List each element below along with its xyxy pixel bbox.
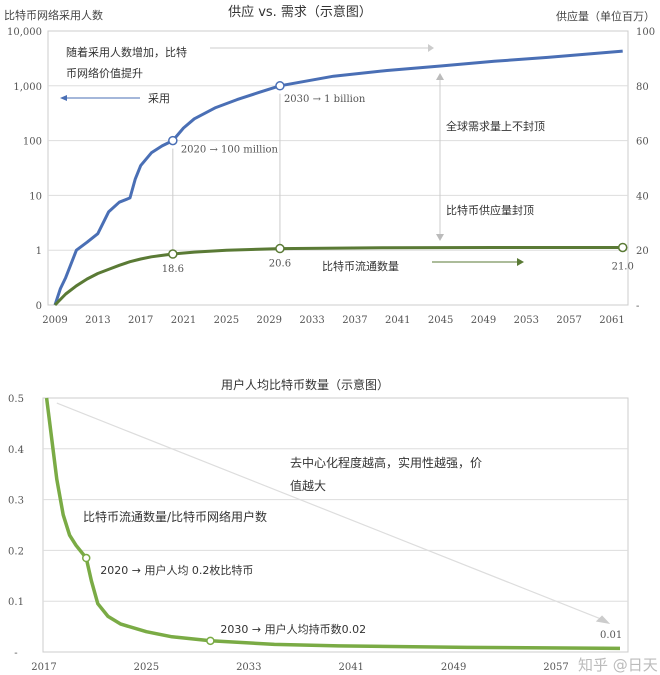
x-tick: 2041 (338, 662, 363, 673)
arrowhead (60, 95, 67, 101)
plot-frame (47, 30, 629, 306)
x-tick: 2057 (543, 662, 568, 673)
data-marker (168, 249, 178, 259)
x-tick: 2013 (85, 315, 110, 326)
x-tick: 2009 (42, 315, 67, 326)
marker-label: 18.6 (162, 264, 184, 275)
y-right-tick: 20 (636, 246, 649, 257)
y-right-tick: 40 (636, 191, 649, 202)
y-tick: 0.1 (8, 597, 24, 608)
chart-per-user-bitcoin: 用户人均比特币数量（示意图） - 0.1 0.2 0.3 0.4 0.5 2017 2025 2… (8, 377, 658, 674)
x-tick: 2033 (236, 662, 261, 673)
x-tick: 2053 (514, 315, 539, 326)
chart2-title: 用户人均比特币数量（示意图） (221, 377, 389, 392)
annotation-circulation: 比特币流通数量 (322, 259, 399, 273)
arrowhead (595, 615, 611, 625)
series-line-1 (53, 246, 623, 307)
plot-frame-2 (42, 397, 629, 653)
annotation-value_rise: 随着采用人数增加，比特 (66, 45, 187, 59)
y-left-tick: 1 (36, 246, 42, 257)
trend-arrow (56, 402, 602, 620)
annotation-value_rise2: 币网络价值提升 (66, 66, 143, 80)
x-tick: 2037 (342, 315, 367, 326)
annotation-trend2: 值越大 (290, 478, 326, 493)
marker-label: 21.0 (612, 261, 634, 272)
x-tick: 2045 (428, 315, 453, 326)
x-tick: 2049 (471, 315, 496, 326)
y-left-tick: 10,000 (7, 27, 42, 38)
x-tick: 2041 (385, 315, 410, 326)
marker-label: 20.6 (269, 259, 291, 270)
y-tick: 0.5 (8, 394, 24, 405)
y-tick: - (14, 648, 17, 659)
data-marker (81, 553, 91, 563)
data-marker (275, 81, 285, 91)
marker-label: 2030 → 用户人均持币数0.02 (220, 622, 366, 636)
x-tick: 2025 (214, 315, 239, 326)
chart-supply-vs-demand: 供应 vs. 需求（示意图） 比特币网络采用人数 供应量（单位百万） 0 - 1 20… (4, 4, 655, 326)
annotation-series_label: 比特币流通数量/比特币网络用户数 (83, 509, 267, 524)
x-tick: 2029 (257, 315, 282, 326)
marker-label: 2030 → 1 billion (284, 94, 366, 105)
x-tick: 2017 (128, 315, 153, 326)
series-line (44, 397, 621, 651)
y-right-tick: 60 (636, 137, 649, 148)
watermark: 知乎 @日天 (578, 656, 658, 674)
end-value-label: 0.01 (600, 630, 622, 641)
y-tick: 0.3 (8, 496, 24, 507)
y-left-tick: 10 (29, 191, 42, 202)
x-tick: 2049 (441, 662, 466, 673)
y-left-tick: 0 (36, 301, 42, 312)
data-marker (206, 636, 215, 646)
arrowhead (428, 44, 434, 52)
arrowhead-down (436, 234, 444, 241)
y-tick: 0.4 (8, 445, 24, 456)
x-tick: 2017 (31, 662, 56, 673)
annotation-adoption: 采用 (148, 92, 170, 105)
left-axis-label: 比特币网络采用人数 (4, 8, 103, 22)
annotation-demand: 全球需求量上不封顶 (446, 119, 545, 133)
x-tick: 2033 (299, 315, 324, 326)
annotation-trend: 去中心化程度越高，实用性越强，价 (290, 455, 482, 470)
marker-label: 2020 → 100 million (181, 145, 279, 156)
series-line-0 (53, 49, 623, 306)
x-tick: 2025 (134, 662, 159, 673)
right-axis-label: 供应量（单位百万） (556, 9, 655, 23)
y-tick: 0.2 (8, 546, 24, 557)
x-tick: 2021 (171, 315, 196, 326)
x-tick: 2061 (599, 315, 624, 326)
arrowhead-up (436, 73, 444, 80)
y-left-tick: 100 (23, 137, 42, 148)
chart1-title: 供应 vs. 需求（示意图） (228, 4, 372, 20)
y-right-tick: - (636, 301, 639, 312)
annotation-supply: 比特币供应量封顶 (446, 203, 534, 217)
y-right-tick: 100 (636, 27, 655, 38)
x-tick: 2057 (556, 315, 581, 326)
arrowhead (517, 258, 524, 266)
y-left-tick: 1,000 (13, 82, 42, 93)
data-marker (275, 243, 285, 254)
data-marker (168, 135, 178, 146)
y-right-tick: 80 (636, 82, 649, 93)
marker-label: 2020 → 用户人均 0.2枚比特币 (100, 563, 253, 577)
data-marker (617, 242, 628, 253)
